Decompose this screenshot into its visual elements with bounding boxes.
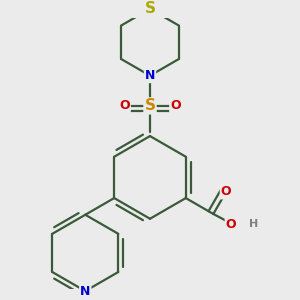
Text: S: S	[145, 98, 155, 113]
Text: O: O	[119, 99, 130, 112]
Text: N: N	[145, 69, 155, 82]
Text: S: S	[145, 2, 155, 16]
Text: H: H	[249, 219, 258, 229]
Text: O: O	[221, 185, 231, 198]
Text: O: O	[170, 99, 181, 112]
Text: O: O	[226, 218, 236, 231]
Text: N: N	[80, 285, 91, 298]
